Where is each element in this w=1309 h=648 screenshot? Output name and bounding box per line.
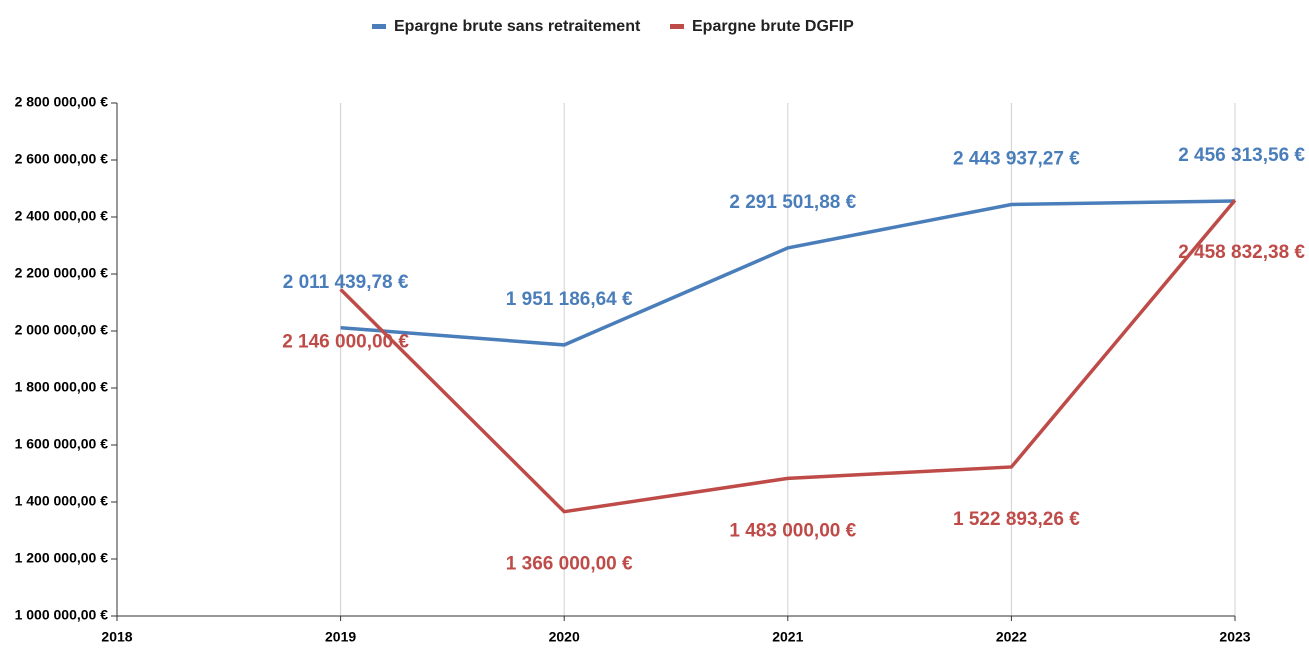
- x-tick-label: 2020: [549, 629, 580, 645]
- series-line: [340, 199, 1236, 347]
- y-tick-label: 1 400 000,00 €: [15, 493, 109, 509]
- y-tick-label: 1 200 000,00 €: [15, 550, 109, 566]
- legend-label: Epargne brute sans retraitement: [394, 18, 641, 35]
- x-tick-label: 2018: [101, 629, 132, 645]
- data-label: 2 146 000,00 €: [282, 331, 409, 352]
- y-tick-label: 2 600 000,00 €: [15, 151, 109, 167]
- data-label: 2 011 439,78 €: [283, 272, 409, 293]
- y-tick-label: 2 400 000,00 €: [15, 208, 109, 224]
- x-tick-label: 2021: [772, 629, 803, 645]
- data-label: 1 951 186,64 €: [506, 289, 633, 310]
- data-label: 1 366 000,00 €: [506, 554, 633, 575]
- legend-swatch: [372, 24, 386, 29]
- data-label: 1 483 000,00 €: [729, 520, 856, 541]
- x-tick-label: 2019: [325, 629, 356, 645]
- legend-label: Epargne brute DGFIP: [692, 18, 854, 35]
- data-label: 2 458 832,38 €: [1178, 242, 1305, 263]
- y-tick-label: 2 000 000,00 €: [15, 322, 109, 338]
- data-label: 2 456 313,56 €: [1178, 145, 1305, 166]
- y-tick-label: 2 200 000,00 €: [15, 265, 109, 281]
- data-label: 1 522 893,26 €: [953, 509, 1080, 530]
- data-label: 2 443 937,27 €: [953, 148, 1080, 169]
- y-tick-label: 1 600 000,00 €: [15, 436, 109, 452]
- legend-swatch: [670, 24, 684, 29]
- y-tick-label: 1 800 000,00 €: [15, 379, 109, 395]
- x-tick-label: 2022: [996, 629, 1027, 645]
- x-tick-label: 2023: [1219, 629, 1250, 645]
- y-tick-label: 1 000 000,00 €: [15, 607, 109, 623]
- data-label: 2 291 501,88 €: [729, 192, 856, 213]
- y-tick-label: 2 800 000,00 €: [15, 94, 109, 110]
- series-line: [339, 199, 1237, 514]
